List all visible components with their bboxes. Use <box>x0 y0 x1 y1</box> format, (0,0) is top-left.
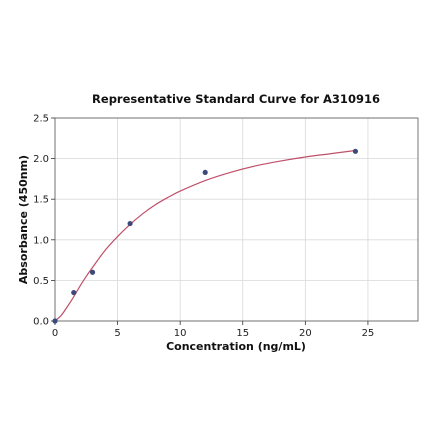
plot-area-frame <box>54 117 419 322</box>
chart-title: Representative Standard Curve for A31091… <box>92 92 380 106</box>
x-tick-label: 20 <box>299 328 312 339</box>
data-point <box>52 318 58 324</box>
y-tick-label: 1.0 <box>33 235 49 246</box>
data-point <box>89 269 96 275</box>
y-tick-label: 0.0 <box>33 317 49 328</box>
data-point <box>71 289 77 296</box>
y-tick-label: 2.5 <box>33 114 49 125</box>
axis-ticks: 0 5 10 15 20 25 0.0 0.5 1.0 1.5 2.0 2.5 <box>33 114 374 340</box>
y-tick-label: 0.5 <box>33 276 49 287</box>
y-axis-label: Absorbance (450nm) <box>17 155 30 284</box>
x-axis-label: Concentration (ng/mL) <box>166 340 306 353</box>
y-tick-label: 2.0 <box>33 154 49 165</box>
data-point <box>127 220 133 227</box>
data-point <box>352 148 359 154</box>
fitted-curve-layer <box>54 149 356 322</box>
x-tick-label: 0 <box>52 328 58 339</box>
x-tick-label: 5 <box>114 328 120 339</box>
x-tick-label: 25 <box>362 328 375 339</box>
x-tick-label: 10 <box>174 328 187 339</box>
fitted-curve-line <box>54 149 356 322</box>
data-points-layer <box>52 148 359 324</box>
grid-lines <box>54 117 418 322</box>
y-tick-label: 1.5 <box>33 195 49 206</box>
x-tick-label: 15 <box>236 328 249 339</box>
data-point <box>202 169 208 176</box>
